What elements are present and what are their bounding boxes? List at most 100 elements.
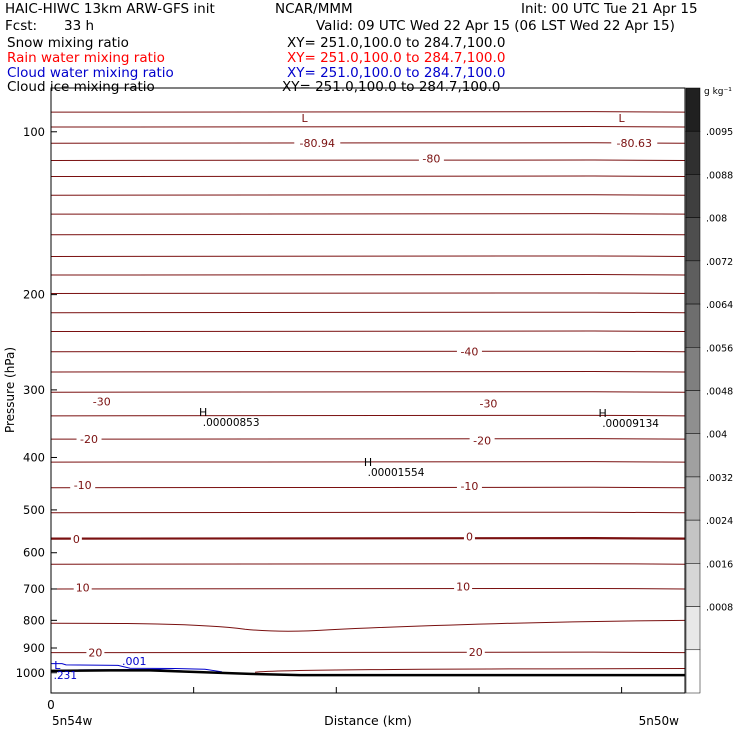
isotherm-line: [254, 667, 686, 673]
organization-label: NCAR/MMM: [275, 1, 353, 17]
isotherm-line: [50, 142, 686, 145]
colorbar-swatch: [685, 606, 701, 651]
contour-label: -30: [93, 395, 111, 408]
contour-label-bg: [70, 479, 96, 492]
extremum-value: .00001554: [368, 467, 425, 479]
colorbar-swatch: [685, 303, 701, 348]
colorbar-swatch: [685, 130, 701, 175]
contour-label: 10: [456, 580, 470, 593]
field-cloudice-xy: XY= 251.0,100.0 to 284.7,100.0: [282, 79, 501, 95]
isotherm-line: [50, 330, 686, 333]
isotherm-line: [50, 125, 686, 129]
y-tick-label: 400: [23, 450, 45, 464]
isotherm-line: [50, 391, 686, 394]
extremum-value: .00009134: [602, 418, 659, 430]
y-tick-label: 800: [23, 613, 45, 627]
colorbar-label: .0064: [706, 300, 733, 311]
contour-labels: -80.94 -80 -80.63 -40 -30 -30 -20 -20 -10 -10 0 0 10…: [70, 137, 658, 660]
colorbar-label: .008: [706, 214, 727, 225]
colorbar-units: g kg⁻¹: [704, 87, 732, 97]
isotherm-line: [50, 536, 686, 541]
contour-label-bg: [70, 533, 82, 546]
colorbar-label: .0048: [706, 387, 733, 398]
x-axis-label: Distance (km): [324, 713, 412, 728]
contour-label-bg: [456, 345, 482, 358]
colorbar-label: .0032: [706, 473, 733, 484]
y-tick-label: 1000: [16, 666, 45, 680]
y-tick-label: 100: [23, 125, 45, 139]
extremum-mark: L: [619, 112, 626, 125]
contour-label-bg: [466, 645, 485, 658]
field-rain-xy: XY= 251.0,100.0 to 284.7,100.0: [287, 50, 506, 66]
field-snow-xy: XY= 251.0,100.0 to 284.7,100.0: [287, 35, 506, 51]
colorbar-swatch: [685, 174, 701, 218]
contour-label-bg: [86, 646, 105, 659]
contour-label-bg: [73, 581, 92, 594]
field-cloudice-name: Cloud ice mixing ratio: [7, 79, 155, 95]
contour-label-bg: [89, 395, 115, 408]
isotherm-line: [50, 350, 686, 353]
contour-label-bg: [611, 137, 658, 150]
isotherm-line: [50, 370, 686, 374]
contour-label-bg: [456, 480, 482, 493]
contour-label: -30: [479, 398, 497, 411]
chart-title: HAIC-HIWC 13km ARW-GFS init: [5, 1, 215, 17]
cloud-water-isoline: [51, 663, 223, 673]
isotherm-line: [50, 587, 686, 591]
isotherm-line: [50, 414, 686, 417]
colorbar-swatch: [685, 260, 701, 305]
field-rain-name: Rain water mixing ratio: [7, 50, 165, 66]
colorbar-label: .0088: [706, 170, 733, 181]
isotherm-line: [50, 619, 686, 632]
contour-label: -10: [460, 480, 478, 493]
isotherm-line: [50, 175, 686, 178]
isotherm-line: [50, 194, 686, 197]
y-axis-label: Pressure (hPa): [3, 347, 17, 433]
contour-label: -40: [460, 346, 478, 359]
isotherm-line: [50, 292, 686, 295]
contour-label-bg: [475, 397, 501, 410]
field-cloudwater-xy: XY= 251.0,100.0 to 284.7,100.0: [287, 65, 506, 81]
extremum-mark: H: [598, 407, 606, 420]
contour-label: 20: [88, 647, 102, 660]
contour-label-bg: [469, 434, 495, 447]
colorbar-label: .0016: [706, 559, 733, 570]
extremum-value: .00000853: [203, 417, 260, 429]
contour-label-bg: [418, 152, 444, 165]
colorbar-swatch: [685, 519, 701, 564]
contour-label: -80.94: [300, 137, 335, 150]
field-cloudwater-name: Cloud water mixing ratio: [7, 65, 174, 81]
isotherm-line: [50, 486, 686, 489]
isotherm-line: [50, 159, 686, 162]
colorbar-label: .0024: [706, 516, 733, 527]
colorbar-swatch: [685, 87, 701, 132]
contour-label: 0: [73, 533, 80, 546]
isotherm-line: [50, 111, 686, 114]
contour-label: -80: [422, 152, 440, 165]
field-snow-name: Snow mixing ratio: [7, 35, 129, 51]
isotherm-line: [50, 213, 686, 216]
extremum-mark: H: [199, 406, 207, 419]
extremum-mark: L: [54, 659, 61, 672]
colorbar-swatch: [685, 433, 701, 478]
colorbar-label: .0056: [706, 343, 733, 354]
contour-label: 10: [76, 581, 90, 594]
contour-label: -20: [473, 434, 491, 447]
colorbar-swatch: [685, 563, 701, 607]
colorbar-label: .0072: [706, 257, 733, 268]
isotherm-line: [50, 511, 686, 514]
isotherm-line: [50, 233, 686, 236]
contour-label: 20: [469, 646, 483, 659]
contour-label-bg: [294, 137, 341, 150]
colorbar-label: .004: [706, 430, 727, 441]
colorbar-swatch: [685, 390, 701, 434]
colorbar-swatch: [685, 347, 701, 391]
x-tick-zero: 0: [47, 698, 55, 712]
terrain-line: [50, 669, 685, 677]
extremum-mark: H: [364, 456, 372, 469]
terrain-surface: [50, 669, 685, 677]
extremum-value: .231: [54, 670, 77, 682]
isotherm-line: [50, 651, 686, 654]
